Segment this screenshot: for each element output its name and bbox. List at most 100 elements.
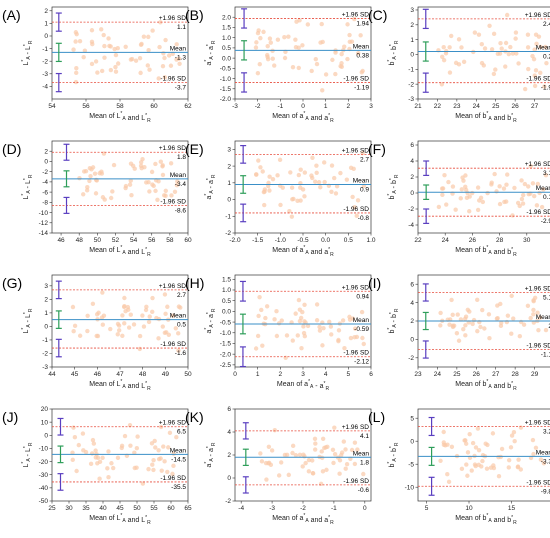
data-point xyxy=(158,159,164,164)
data-point xyxy=(531,312,536,317)
data-point xyxy=(284,333,290,338)
data-point xyxy=(71,47,76,52)
upper-sd-ci-bar xyxy=(240,145,247,164)
data-point xyxy=(339,64,345,69)
x-tick-label: 5 xyxy=(425,505,429,512)
x-tick-label: 48 xyxy=(76,237,84,244)
x-axis-label: Mean of a*A and a*R xyxy=(272,513,334,526)
data-point xyxy=(542,84,547,89)
lower-sd-label: -1.96 SD xyxy=(343,478,369,485)
lower-sd-ci-bar xyxy=(428,476,435,496)
data-point xyxy=(331,460,336,466)
data-point xyxy=(107,43,112,49)
y-tick-label: 4 xyxy=(410,158,414,165)
data-point xyxy=(296,45,301,50)
data-point xyxy=(454,331,460,336)
data-point xyxy=(73,39,78,44)
y-tick-label: 1.5 xyxy=(222,276,231,283)
data-point xyxy=(290,338,295,343)
data-point xyxy=(101,32,106,38)
mean-value: 2 xyxy=(548,323,550,330)
data-point xyxy=(453,60,459,66)
data-point xyxy=(161,51,166,56)
y-tick-label: -2 xyxy=(42,58,48,65)
x-tick-label: 27 xyxy=(492,371,500,378)
x-tick-label: 45 xyxy=(116,505,124,512)
data-point xyxy=(487,336,492,341)
x-tick-label: 1.0 xyxy=(366,237,375,244)
data-point xyxy=(318,185,323,190)
data-point xyxy=(277,157,283,163)
panel-i: (I)+1.96 SD5.1Mean2-1.96 SD-1.1232425262… xyxy=(368,274,550,392)
data-point xyxy=(138,163,144,169)
x-tick-label: 22 xyxy=(434,103,442,110)
data-point xyxy=(462,438,467,443)
lower-sd-label: -1.96 SD xyxy=(526,479,550,486)
data-point xyxy=(359,70,364,75)
y-tick-label: 2 xyxy=(410,22,414,29)
data-point xyxy=(134,445,140,451)
data-point xyxy=(258,35,263,41)
data-point xyxy=(105,466,110,471)
data-point xyxy=(512,185,517,191)
data-point xyxy=(456,37,462,42)
x-tick-label: 47 xyxy=(116,371,124,378)
data-point xyxy=(166,53,172,58)
data-point xyxy=(536,34,542,39)
panel-e: (E) +1.96 SD 2.7 Mean 0.9 -1.96 SD -0.8 -2.0 -1.… xyxy=(185,140,376,258)
data-point xyxy=(171,451,176,456)
y-axis-label: L*A - L*R xyxy=(21,40,34,65)
data-point xyxy=(535,310,540,315)
data-point xyxy=(453,207,458,212)
x-tick-label: 30 xyxy=(65,505,73,512)
x-tick-label: 0 xyxy=(301,103,305,110)
x-tick-label: 60 xyxy=(150,103,158,110)
mean-value: -3.3 xyxy=(541,458,550,465)
data-point xyxy=(108,67,114,73)
y-tick-label: -20 xyxy=(39,459,49,466)
data-point xyxy=(459,45,464,50)
data-point xyxy=(296,172,302,178)
lower-sd-ci-bar xyxy=(422,72,429,93)
y-tick-label: -2 xyxy=(225,498,231,505)
data-point xyxy=(77,175,82,181)
data-point xyxy=(528,315,533,321)
x-axis-label: Mean of L*A and L*R xyxy=(89,379,151,392)
data-point xyxy=(302,194,307,199)
upper-sd-value: 6.5 xyxy=(177,429,186,436)
data-point xyxy=(352,326,358,331)
data-point xyxy=(96,310,101,315)
y-tick-label: -10 xyxy=(39,446,49,453)
y-tick-label: -14 xyxy=(39,230,49,237)
data-point xyxy=(77,39,83,44)
data-point xyxy=(128,312,133,317)
data-point xyxy=(270,56,275,61)
data-point xyxy=(301,330,307,336)
data-point xyxy=(449,444,455,450)
mean-label: Mean xyxy=(170,313,187,320)
data-point xyxy=(499,46,504,51)
data-point xyxy=(458,196,463,201)
data-point xyxy=(317,324,322,330)
mean-label: Mean xyxy=(353,43,370,50)
x-tick-label: -0.5 xyxy=(297,237,309,244)
data-point xyxy=(497,184,502,189)
panel-label: (H) xyxy=(185,275,204,291)
data-point xyxy=(348,165,354,170)
data-point xyxy=(506,465,511,470)
data-point xyxy=(161,444,166,449)
data-point xyxy=(176,56,182,61)
data-point xyxy=(543,44,548,50)
data-point xyxy=(177,61,182,66)
x-tick-label: 46 xyxy=(57,237,65,244)
y-axis-label: b*A - b*R xyxy=(387,442,400,467)
data-point xyxy=(469,468,474,473)
data-point xyxy=(81,192,86,197)
x-axis-label: Mean of b*A and b*R xyxy=(455,111,517,124)
data-point xyxy=(290,443,296,449)
x-tick-label: 56 xyxy=(148,237,156,244)
panel-f: (F)+1.96 SD3.1Mean0.1-1.96 SD-2.92224262… xyxy=(368,140,550,258)
upper-sd-label: +1.96 SD xyxy=(159,15,187,22)
x-tick-label: 23 xyxy=(453,103,461,110)
data-point xyxy=(313,56,318,62)
